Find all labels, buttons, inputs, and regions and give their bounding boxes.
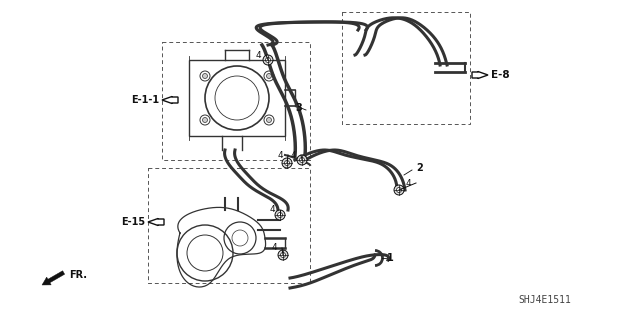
Bar: [148, 168, 310, 283]
Circle shape: [278, 250, 288, 260]
Text: 4: 4: [255, 50, 261, 60]
Circle shape: [397, 188, 401, 192]
Bar: [162, 42, 310, 160]
Text: 2: 2: [417, 163, 424, 173]
Circle shape: [275, 210, 285, 220]
Circle shape: [202, 117, 207, 122]
FancyArrow shape: [42, 271, 65, 285]
Text: FR.: FR.: [68, 270, 86, 279]
Circle shape: [266, 117, 271, 122]
Circle shape: [266, 73, 271, 78]
Text: 3: 3: [296, 103, 302, 113]
Circle shape: [263, 55, 273, 65]
Text: E-8: E-8: [491, 70, 509, 80]
Circle shape: [202, 73, 207, 78]
Circle shape: [394, 185, 404, 195]
Text: E-1-1: E-1-1: [131, 95, 159, 105]
Circle shape: [278, 212, 282, 218]
Circle shape: [266, 57, 271, 63]
Text: 4: 4: [269, 205, 275, 214]
Circle shape: [300, 158, 305, 162]
Circle shape: [282, 158, 292, 168]
Circle shape: [297, 155, 307, 165]
Text: E-15: E-15: [121, 217, 145, 227]
Text: SHJ4E1511: SHJ4E1511: [518, 295, 572, 305]
Bar: [342, 12, 470, 124]
Bar: [189, 60, 285, 136]
Circle shape: [285, 160, 289, 166]
Text: 4: 4: [271, 243, 277, 253]
Text: 4: 4: [277, 151, 283, 160]
Circle shape: [280, 253, 285, 257]
Text: 1: 1: [387, 253, 394, 263]
Text: 4: 4: [405, 179, 411, 188]
Text: 4: 4: [290, 151, 296, 160]
